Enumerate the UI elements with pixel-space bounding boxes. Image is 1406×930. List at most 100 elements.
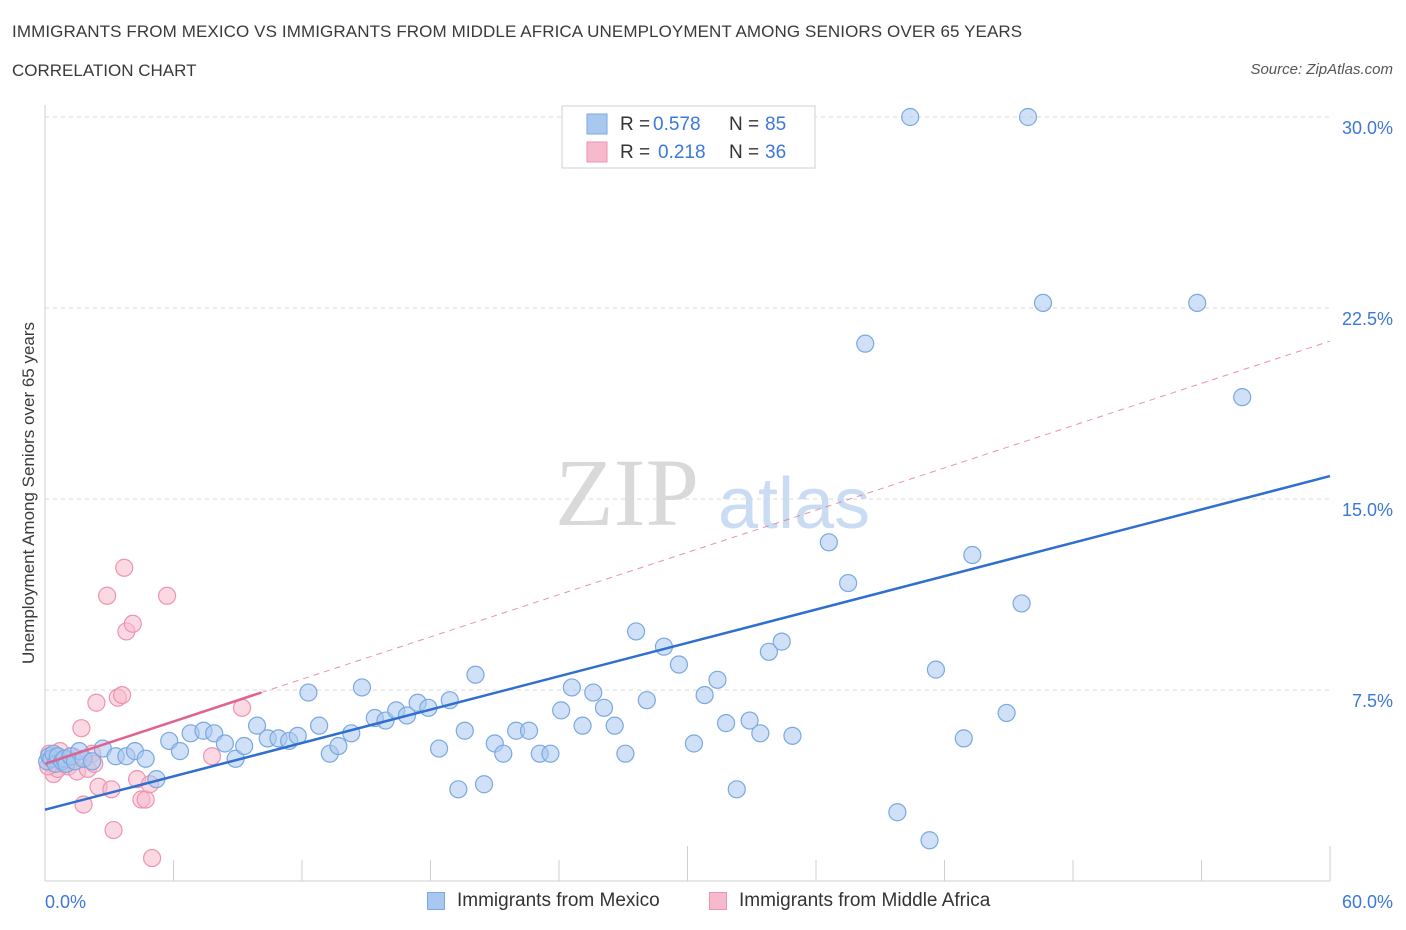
point-mexico-74 — [751, 724, 770, 743]
bottom-legend: Immigrants from Mexico Immigrants from M… — [0, 890, 1406, 916]
point-middle-africa-12 — [72, 719, 91, 738]
y-tick-label-1: 15.0% — [1342, 500, 1393, 520]
point-mexico-77 — [783, 726, 802, 745]
point-mexico-78 — [819, 533, 838, 552]
point-mexico-57 — [552, 701, 571, 720]
point-middle-africa-31 — [142, 848, 162, 868]
x-tick-labels: 0.0% 60.0% — [45, 892, 1393, 912]
point-middle-africa-33 — [202, 747, 222, 766]
bottom-legend-swatch-mexico — [427, 892, 445, 910]
watermark: ZIP atlas — [555, 439, 870, 546]
legend-r-label-middle-africa: R = — [620, 142, 650, 163]
point-mexico-59 — [573, 716, 592, 735]
point-mexico-27 — [235, 736, 254, 756]
legend-swatch-mexico — [586, 113, 608, 135]
legend-r-value-middle-africa: 0.218 — [658, 142, 706, 163]
point-mexico-49 — [466, 665, 485, 684]
point-mexico-85 — [954, 729, 973, 748]
point-mexico-81 — [888, 803, 907, 822]
point-mexico-80 — [856, 334, 875, 353]
point-mexico-52 — [494, 744, 513, 763]
x-tick-label-1: 60.0% — [1342, 892, 1393, 912]
point-mexico-13 — [83, 752, 102, 771]
point-mexico-89 — [1012, 594, 1031, 613]
point-mexico-63 — [616, 744, 635, 763]
point-mexico-87 — [997, 703, 1016, 723]
point-middle-africa-17 — [87, 693, 106, 712]
point-mexico-48 — [455, 721, 474, 740]
point-mexico-71 — [716, 714, 736, 733]
series-mexico — [38, 107, 1252, 850]
point-mexico-83 — [920, 831, 939, 850]
axes — [44, 105, 1331, 882]
y-axis-label: Unemployment Among Seniors over 65 years — [19, 321, 38, 665]
point-mexico-61 — [594, 698, 614, 717]
source-label: Source: ZipAtlas.com — [1250, 61, 1393, 78]
legend-swatch-middle-africa — [586, 141, 608, 163]
chart-title: IMMIGRANTS FROM MEXICO VS IMMIGRANTS FRO… — [12, 22, 1023, 41]
point-mexico-86 — [963, 545, 982, 565]
stats-legend: R = 0.578 N = 85 R = 0.218 N = 36 — [561, 105, 816, 169]
trendline-middle-africa-extension — [261, 340, 1331, 694]
y-tick-labels: 7.5% 15.0% 22.5% 30.0% — [1342, 118, 1393, 711]
watermark-zip: ZIP — [555, 439, 699, 546]
legend-n-label-mexico: N = — [729, 114, 759, 135]
point-mexico-67 — [669, 655, 689, 674]
point-middle-africa-23 — [112, 685, 132, 705]
chart-subtitle: CORRELATION CHART — [12, 61, 197, 80]
point-mexico-34 — [310, 716, 329, 735]
point-middle-africa-19 — [98, 586, 117, 605]
point-mexico-33 — [299, 683, 318, 702]
point-mexico-90 — [1033, 293, 1053, 313]
point-mexico-73 — [740, 711, 759, 730]
y-tick-label-3: 30.0% — [1342, 118, 1393, 138]
point-middle-africa-29 — [136, 790, 155, 809]
point-mexico-88 — [1018, 107, 1038, 127]
point-mexico-54 — [519, 721, 539, 740]
point-mexico-21 — [170, 742, 190, 761]
point-mexico-79 — [839, 573, 858, 593]
point-mexico-76 — [772, 632, 791, 651]
point-mexico-25 — [215, 734, 234, 753]
watermark-atlas: atlas — [718, 464, 870, 544]
legend-n-value-mexico: 85 — [765, 114, 786, 135]
point-mexico-28 — [247, 716, 267, 735]
point-mexico-50 — [474, 775, 494, 794]
point-mexico-91 — [1188, 293, 1207, 313]
point-mexico-70 — [708, 670, 727, 689]
bottom-legend-swatch-middle-africa — [709, 892, 727, 910]
legend-r-value-mexico: 0.578 — [653, 114, 701, 135]
legend-n-value-middle-africa: 36 — [765, 142, 786, 163]
y-tick-label-0: 7.5% — [1352, 691, 1393, 711]
y-tick-label-2: 22.5% — [1342, 309, 1393, 329]
point-middle-africa-21 — [104, 820, 123, 840]
point-mexico-84 — [926, 660, 946, 679]
point-mexico-68 — [684, 734, 704, 753]
trendline-middle-africa — [44, 691, 262, 766]
point-mexico-45 — [429, 739, 449, 758]
point-mexico-65 — [637, 691, 656, 710]
bottom-legend-label-mexico: Immigrants from Mexico — [457, 890, 660, 911]
point-mexico-60 — [584, 683, 603, 702]
bottom-legend-item-mexico: Immigrants from Mexico — [427, 890, 660, 912]
point-middle-africa-26 — [123, 614, 142, 633]
point-mexico-69 — [695, 685, 714, 705]
point-mexico-36 — [329, 736, 348, 756]
trendlines — [44, 340, 1331, 811]
point-mexico-92 — [1233, 388, 1252, 407]
point-mexico-56 — [541, 744, 560, 763]
point-mexico-58 — [562, 678, 581, 697]
legend-r-label-mexico: R = — [620, 114, 650, 135]
series-middle-africa — [39, 558, 252, 868]
point-middle-africa-24 — [115, 558, 134, 577]
legend-n-label-middle-africa: N = — [729, 142, 759, 163]
point-mexico-18 — [136, 749, 155, 768]
point-mexico-62 — [605, 716, 624, 735]
gridlines — [45, 116, 1330, 691]
point-mexico-75 — [759, 642, 778, 661]
trendline-mexico — [44, 474, 1331, 811]
point-mexico-72 — [727, 780, 746, 799]
point-mexico-47 — [449, 780, 468, 799]
point-mexico-38 — [352, 678, 372, 697]
